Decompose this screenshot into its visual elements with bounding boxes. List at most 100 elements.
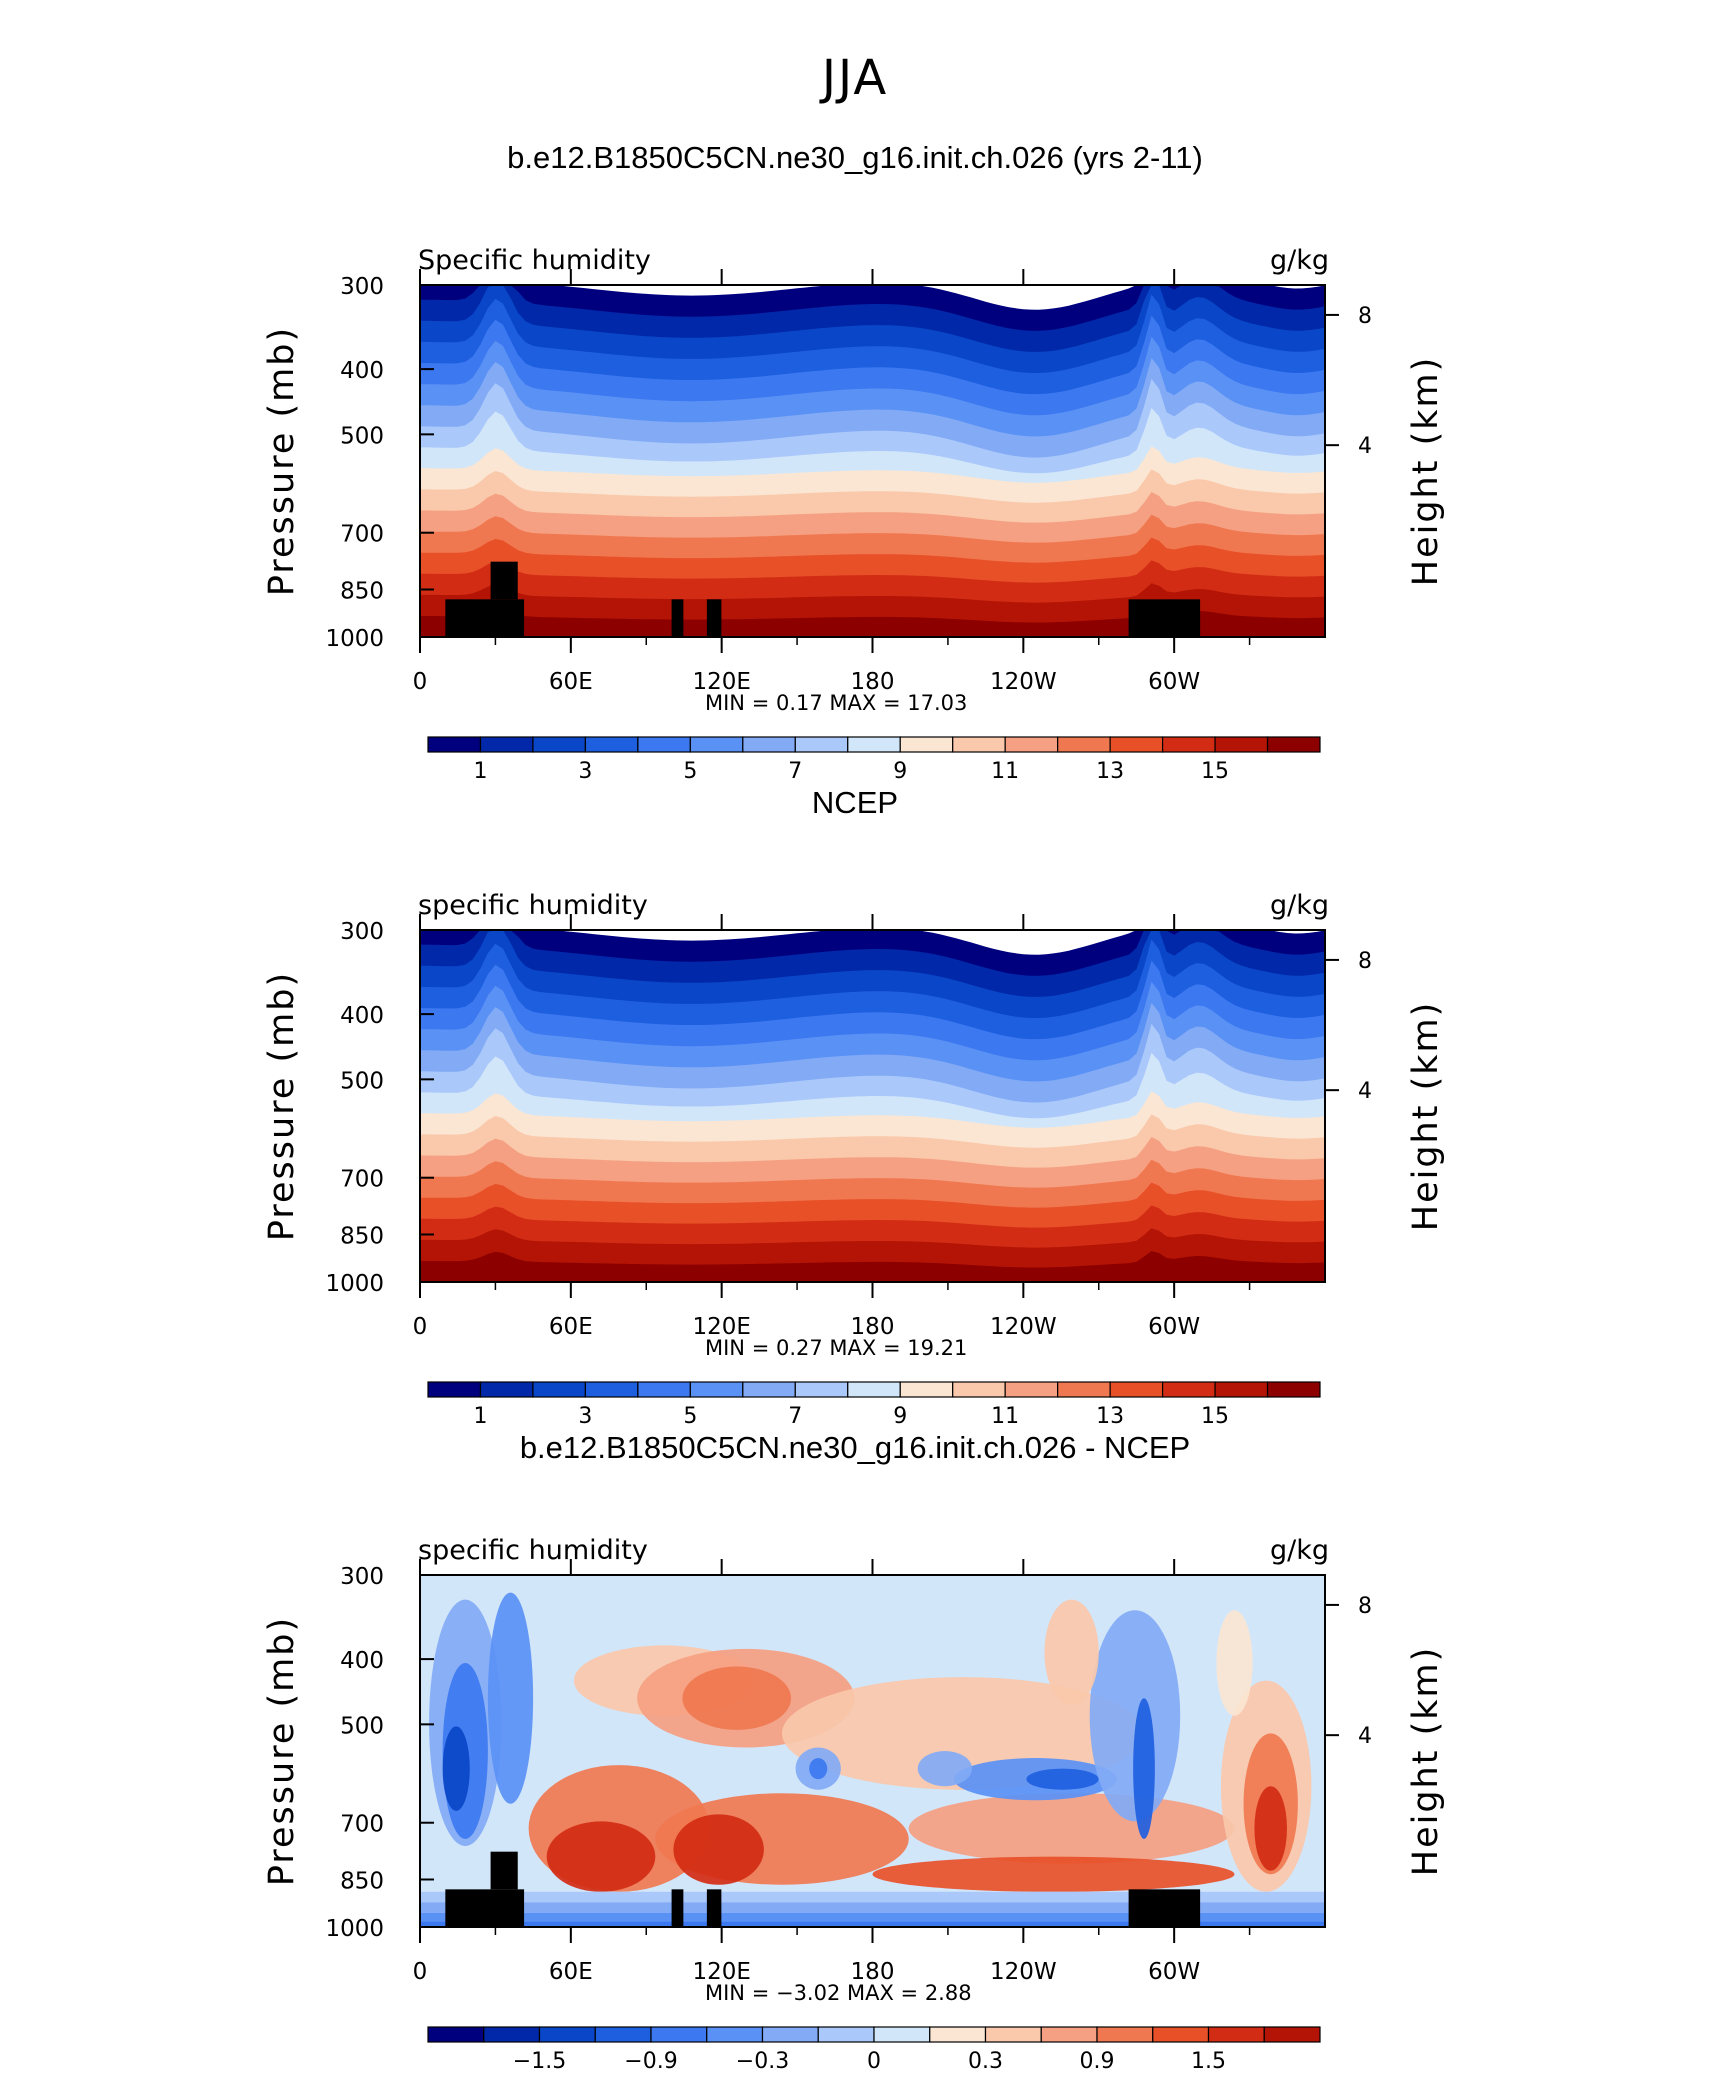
colorbar-swatch (483, 2026, 541, 2043)
colorbar-label: 0 (867, 2049, 881, 2070)
colorbar-label: 1.5 (1191, 2049, 1226, 2070)
y2-axis-label: Height (km) (1406, 1001, 1446, 1232)
colorbar-label: −0.3 (736, 2049, 789, 2070)
colorbar-swatch (637, 736, 691, 753)
contour-band (682, 1666, 792, 1730)
contour-band (673, 1814, 764, 1885)
colorbar-swatch (1266, 736, 1321, 753)
colorbar-swatch (532, 736, 587, 753)
y-tick-label: 1000 (325, 626, 384, 652)
colorbar-swatch (1040, 2026, 1098, 2043)
contour-band (1216, 1610, 1253, 1716)
y-tick-label: 1000 (325, 1916, 384, 1942)
variable-label: specific humidity (418, 890, 648, 921)
colorbar-swatch (952, 1381, 1006, 1398)
colorbar-swatch (742, 736, 796, 753)
x-tick-label: 120E (692, 1314, 750, 1340)
y-tick-label: 850 (340, 578, 384, 604)
colorbar-label: 0.3 (968, 2049, 1003, 2070)
contour-band (442, 1726, 470, 1811)
colorbar-swatch (1266, 1381, 1321, 1398)
colorbar-swatch (794, 1381, 849, 1398)
y2-tick-label: 4 (1358, 434, 1372, 459)
colorbar-swatch (929, 2026, 987, 2043)
x-tick-label: 120W (990, 669, 1057, 695)
contour-field (420, 1575, 1325, 1927)
x-tick-label: 0 (413, 1959, 428, 1985)
min-max-label: MIN = 0.27 MAX = 19.21 (705, 1336, 967, 1360)
colorbar-swatch (1057, 736, 1111, 753)
y-tick-label: 700 (340, 1812, 384, 1838)
x-tick-label: 60W (1148, 669, 1200, 695)
variable-label: Specific humidity (418, 245, 651, 276)
colorbar-swatch (584, 1381, 639, 1398)
colorbar-label: 7 (788, 759, 802, 780)
colorbar-swatch (1161, 736, 1216, 753)
min-max-label: MIN = −3.02 MAX = 2.88 (705, 1981, 972, 2005)
contour-band (1044, 1599, 1099, 1706)
contour-band (872, 1856, 1235, 1892)
colorbar-swatch (1207, 2026, 1265, 2043)
colorbar-label: 0.9 (1080, 2049, 1115, 2070)
units-label: g/kg (1270, 890, 1329, 921)
x-tick-label: 60E (549, 669, 593, 695)
colorbar-swatch (538, 2026, 596, 2043)
x-tick-label: 60W (1148, 1959, 1200, 1985)
colorbar-label: 15 (1201, 759, 1229, 780)
terrain-mask (1128, 599, 1201, 637)
colorbar-swatch (984, 2026, 1042, 2043)
colorbar-swatch (689, 1381, 744, 1398)
x-tick-label: 0 (413, 669, 428, 695)
contour-band (1254, 1786, 1287, 1871)
colorbar-swatch (650, 2026, 708, 2043)
colorbar-swatch (584, 736, 639, 753)
y2-tick-label: 4 (1358, 1724, 1372, 1749)
y2-tick-label: 8 (1358, 949, 1372, 974)
colorbar-label: 11 (991, 759, 1019, 780)
colorbar-label: 3 (578, 759, 592, 780)
colorbar-swatch (1109, 736, 1164, 753)
contour-band (487, 1592, 534, 1804)
colorbar-label: 11 (991, 1404, 1019, 1425)
chart-panel: NCEP specific humidity g/kg 300 400 500 700 850… (0, 785, 1710, 1425)
colorbar-swatch (637, 1381, 691, 1398)
x-tick-label: 120W (990, 1314, 1057, 1340)
x-tick-label: 0 (413, 1314, 428, 1340)
contour-band (420, 1912, 1325, 1924)
x-tick-label: 60E (549, 1314, 593, 1340)
units-label: g/kg (1270, 245, 1329, 276)
y-tick-label: 400 (340, 1003, 384, 1029)
colorbar-swatch (427, 736, 482, 753)
colorbar-label: 3 (578, 1404, 592, 1425)
colorbar-swatch (742, 1381, 796, 1398)
colorbar-swatch (847, 1381, 901, 1398)
y-tick-label: 500 (340, 1713, 384, 1739)
page-title: JJA (821, 50, 889, 106)
min-max-label: MIN = 0.17 MAX = 17.03 (705, 691, 967, 715)
colorbar-label: 9 (893, 1404, 907, 1425)
y-tick-label: 700 (340, 522, 384, 548)
chart-svg: specific humidity g/kg3004005007008501000… (262, 890, 1446, 1425)
y-tick-label: 300 (340, 1564, 384, 1590)
chart-panel: b.e12.B1850C5CN.ne30_g16.init.ch.026 (yr… (0, 140, 1710, 780)
x-tick-label: 180 (851, 1314, 895, 1340)
y-tick-label: 500 (340, 423, 384, 449)
colorbar-swatch (706, 2026, 764, 2043)
terrain-mask (490, 1851, 518, 1890)
chart-panel: b.e12.B1850C5CN.ne30_g16.init.ch.026 - N… (0, 1430, 1710, 2070)
colorbar-swatch (794, 736, 849, 753)
y-axis-label: Pressure (mb) (262, 1616, 302, 1886)
colorbar-swatch (952, 736, 1006, 753)
y-axis-label: Pressure (mb) (262, 971, 302, 1241)
colorbar-label: 1 (473, 1404, 487, 1425)
x-tick-label: 60E (549, 1959, 593, 1985)
colorbar-swatch (1214, 736, 1269, 753)
y-tick-label: 300 (340, 274, 384, 300)
colorbar-swatch (1214, 1381, 1269, 1398)
colorbar-label: 9 (893, 759, 907, 780)
colorbar-swatch (1004, 736, 1059, 753)
colorbar-swatch (761, 2026, 819, 2043)
contour-band (1026, 1768, 1099, 1790)
contour-field (420, 285, 1325, 637)
x-tick-label: 180 (851, 1959, 895, 1985)
